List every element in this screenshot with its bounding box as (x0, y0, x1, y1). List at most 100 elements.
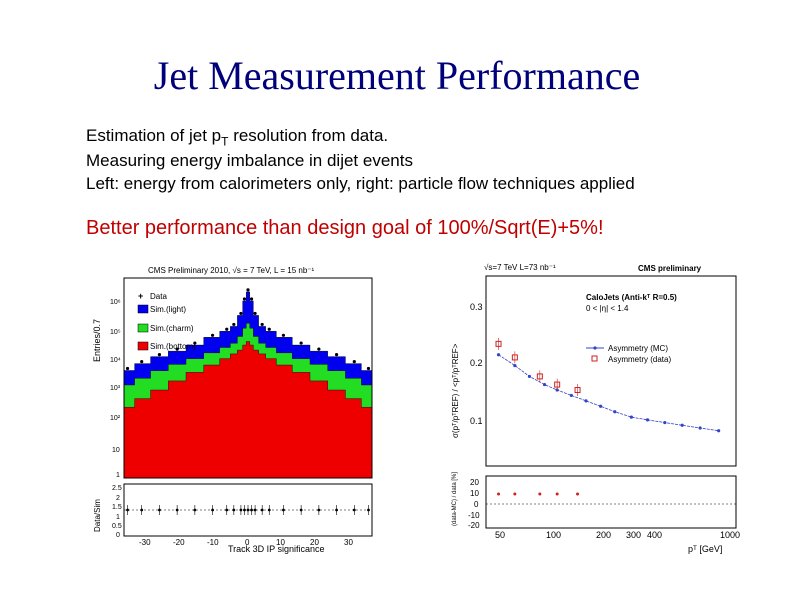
mc-point (584, 399, 588, 403)
data-point (157, 353, 162, 357)
xtick: 30 (344, 538, 353, 547)
left-frame (123, 277, 373, 479)
ratio-point (126, 508, 129, 512)
ratio-point (513, 492, 517, 496)
data-point (232, 322, 236, 327)
ratio-point (239, 508, 243, 512)
mc-point (645, 418, 650, 422)
mc-point (599, 404, 603, 408)
ratio-ytick: 10 (470, 489, 479, 498)
bullet-imbalance: Measuring energy imbalance in dijet even… (86, 151, 413, 170)
legend-swatch-light (137, 304, 149, 314)
right-frame (485, 275, 737, 467)
data-point (281, 333, 286, 337)
bullet-text: resolution from data. (228, 126, 389, 145)
mc-point (527, 374, 532, 379)
data-point (267, 327, 271, 331)
bullet-text: Estimation of jet p (86, 126, 222, 145)
mc-point (698, 426, 702, 430)
right-ratio-points (497, 492, 580, 496)
legend-bottom: Sim.(bottom) (150, 342, 196, 351)
right-data-points (495, 337, 721, 433)
ratio-point (497, 492, 501, 496)
legend-swatch-bottom (137, 341, 149, 351)
data-point (242, 297, 247, 301)
left-ylabel: Entries/0.7 (92, 319, 102, 362)
xtick: 200 (596, 530, 611, 540)
legend-data-marker (591, 355, 598, 362)
ratio-ytick: -10 (468, 511, 480, 520)
ratio-point (282, 508, 285, 512)
left-ip-plot: CMS Preliminary 2010, √s = 7 TeV, L = 15… (88, 262, 378, 554)
ytick: 10² (110, 415, 121, 422)
right-ratio-ylabel: (data-MC) / data [%] (452, 472, 458, 526)
bullet-resolution: Estimation of jet pT resolution from dat… (86, 126, 388, 151)
ratio-ytick: 2.5 (112, 485, 122, 492)
ratio-ytick: 0 (474, 500, 479, 509)
ratio-point (193, 508, 197, 512)
data-point (511, 354, 518, 361)
left-histogram (123, 288, 373, 479)
ratio-ytick: 0 (116, 532, 120, 539)
mc-point (542, 382, 547, 387)
ytick: 0.3 (470, 302, 483, 312)
ratio-point (250, 508, 253, 512)
data-point (210, 333, 215, 337)
legend-mc-marker (593, 346, 597, 350)
mc-point (496, 353, 501, 357)
legend-charm: Sim.(charm) (150, 324, 194, 333)
ratio-point (140, 508, 144, 512)
ytick: 10⁶ (110, 299, 121, 306)
ratio-point (232, 508, 236, 512)
ratio-point (367, 508, 370, 512)
ratio-point (267, 508, 271, 512)
data-point (249, 297, 254, 301)
right-xlabel: pᵀ [GeV] (688, 544, 722, 554)
right-header: √s=7 TeV L=73 nb⁻¹ (484, 263, 556, 272)
xtick: 20 (310, 538, 319, 547)
xtick: -20 (173, 538, 185, 547)
ytick: 10 (112, 447, 120, 454)
ratio-ytick: 20 (470, 478, 479, 487)
data-point (175, 347, 179, 351)
data-point (260, 322, 264, 327)
mc-point (680, 423, 684, 427)
mc-point (717, 429, 721, 433)
ratio-ytick: 0.5 (112, 523, 122, 530)
right-ylabel: σ(pᵀ/pᵀREF) / <pᵀ/pᵀREF> (451, 343, 460, 438)
xtick: 400 (647, 530, 662, 540)
right-ratio-frame (485, 475, 737, 529)
ratio-point (576, 492, 580, 496)
legend-data: Data (150, 292, 167, 301)
bullet-methods: Left: energy from calorimeters only, rig… (86, 174, 635, 193)
data-point (140, 359, 144, 364)
data-point (352, 359, 356, 364)
legend-sub: 0 < |η| < 1.4 (586, 304, 629, 313)
data-point (554, 381, 561, 388)
highlight-statement: Better performance than design goal of 1… (86, 217, 604, 239)
hist-area-bottom (123, 341, 373, 479)
ratio-point (299, 508, 303, 512)
mc-point (613, 410, 617, 414)
data-point (317, 347, 321, 351)
legend-light: Sim.(light) (150, 305, 186, 314)
slide-title: Jet Measurement Performance (153, 53, 641, 98)
ytick: 0.2 (470, 358, 483, 368)
ratio-ytick: 1.5 (112, 504, 122, 511)
xtick: -30 (139, 538, 151, 547)
data-point (125, 366, 130, 371)
left-xlabel: Track 3D IP significance (228, 544, 325, 554)
ratio-ytick: 2 (116, 495, 120, 502)
legend-marker-data: + (138, 291, 143, 301)
ratio-ytick: 1 (116, 514, 120, 521)
right-legend: CaloJets (Anti-kᵀ R=0.5) 0 < |η| < 1.4 A… (586, 293, 677, 364)
xtick: -10 (207, 538, 219, 547)
data-point (246, 288, 250, 292)
ratio-point (211, 508, 214, 512)
xtick: 0 (245, 538, 250, 547)
ratio-point (243, 508, 246, 512)
ratio-point (538, 492, 542, 496)
ratio-point (352, 508, 356, 512)
ratio-ytick: -20 (468, 521, 480, 530)
data-point (366, 366, 371, 371)
